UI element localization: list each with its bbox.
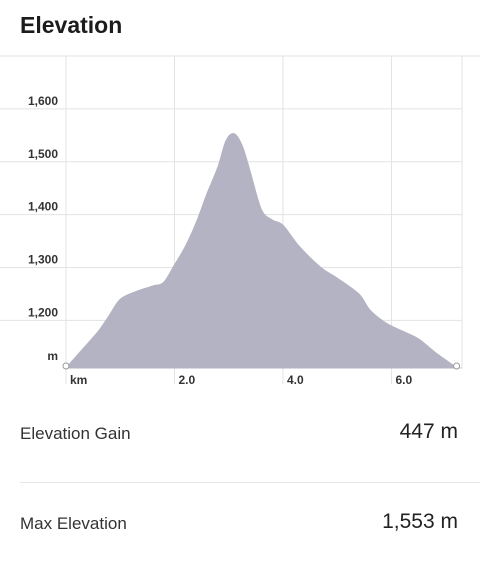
y-unit-label: m — [47, 349, 58, 363]
y-tick-label: 1,200 — [28, 305, 58, 319]
end-marker — [453, 362, 461, 370]
divider — [20, 482, 480, 483]
x-tick-label: 6.0 — [395, 373, 412, 387]
y-tick-label: 1,600 — [28, 94, 58, 108]
x-unit-label: km — [70, 373, 87, 387]
y-tick-label: 1,300 — [28, 253, 58, 267]
chart-labels: 1,200 1,300 1,400 1,500 1,600 2.0 4.0 6.0 mkm — [28, 94, 413, 387]
max-elevation-value: 1,553 m — [382, 510, 458, 533]
elevation-gain-value: 447 m — [399, 420, 458, 443]
page-title: Elevation — [20, 12, 123, 38]
x-tick-label: 2.0 — [178, 373, 195, 387]
elevation-area — [64, 133, 459, 369]
y-tick-label: 1,500 — [28, 147, 58, 161]
elevation-gain-row: Elevation Gain 447 m — [0, 406, 480, 466]
elevation-gain-label: Elevation Gain — [20, 424, 131, 443]
max-elevation-row: Max Elevation 1,553 m — [0, 496, 480, 556]
elevation-chart: 1,200 1,300 1,400 1,500 1,600 2.0 4.0 6.0 mkm — [0, 55, 480, 387]
start-marker — [62, 362, 70, 370]
max-elevation-label: Max Elevation — [20, 514, 127, 533]
y-tick-label: 1,400 — [28, 200, 58, 214]
x-tick-label: 4.0 — [287, 373, 304, 387]
chart-endpoints — [62, 362, 461, 370]
